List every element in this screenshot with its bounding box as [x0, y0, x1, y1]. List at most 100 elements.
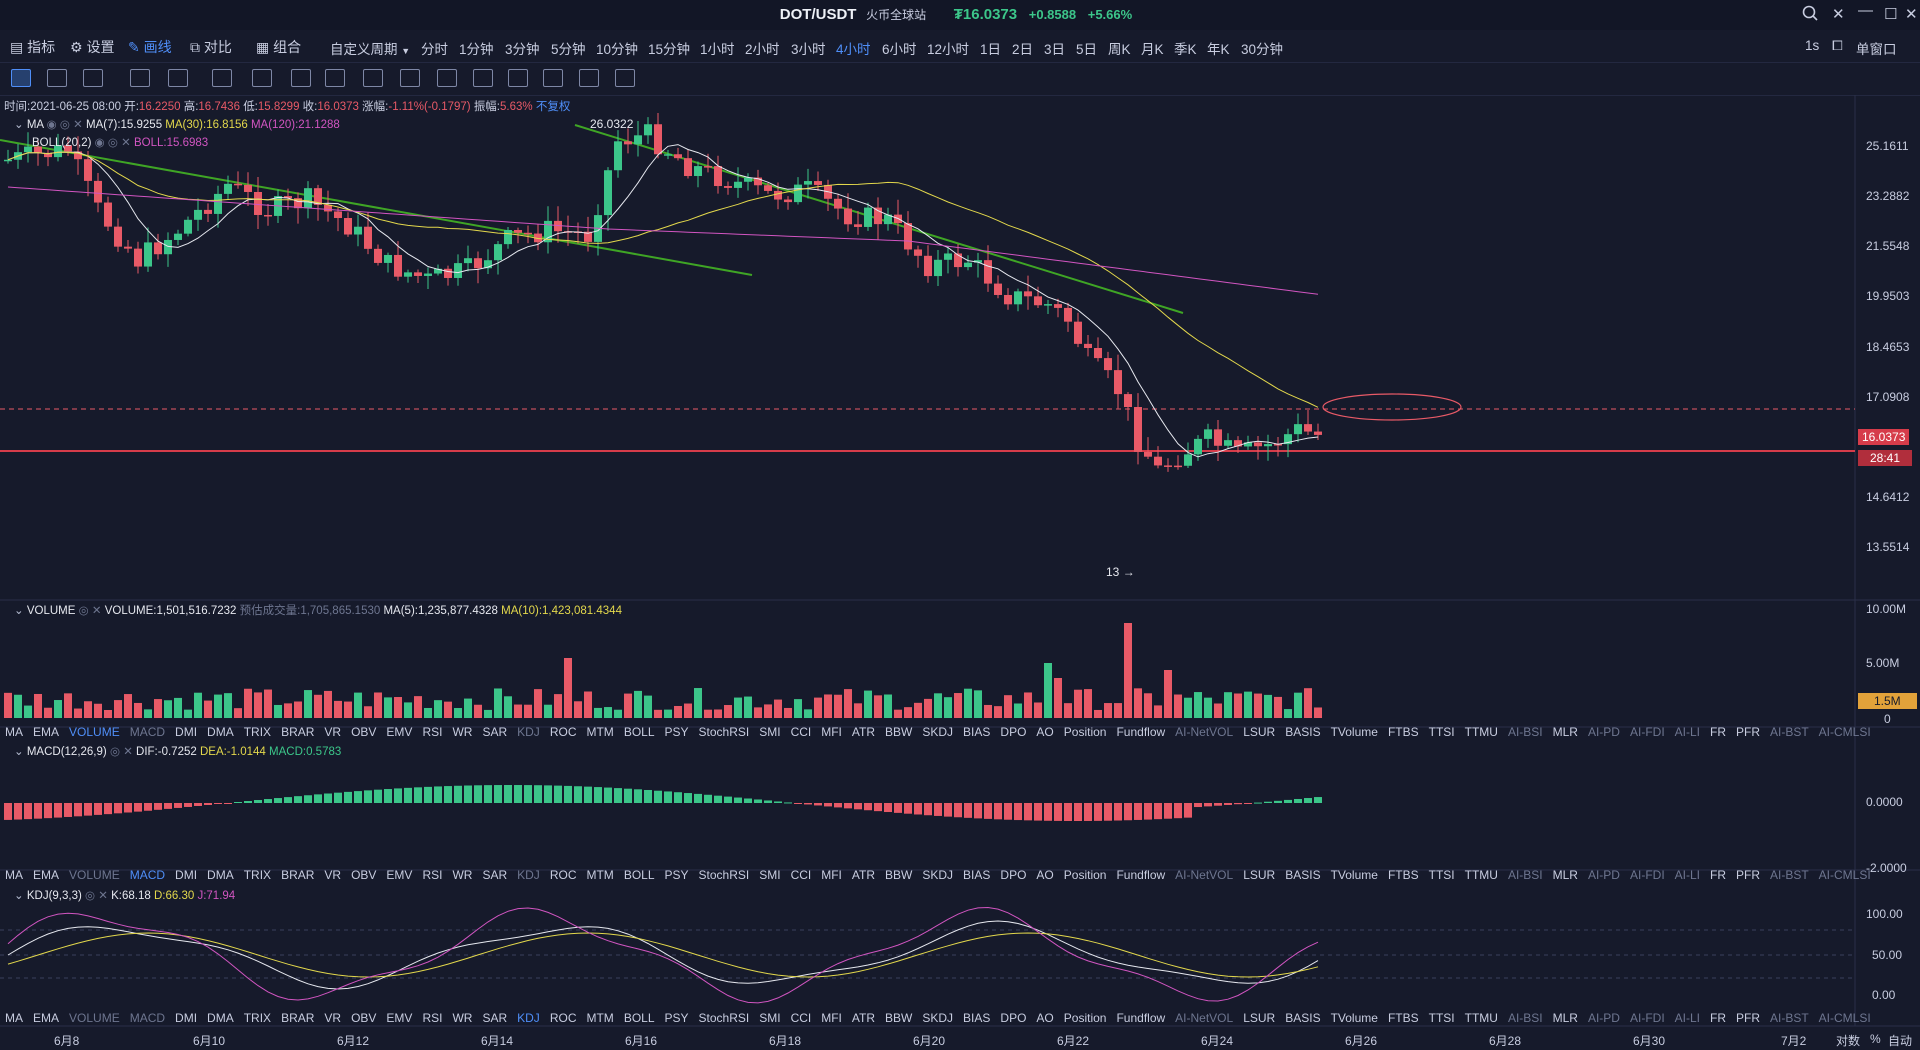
indicator-tab-ema[interactable]: EMA: [33, 868, 60, 882]
percent-scale-toggle[interactable]: %: [1870, 1032, 1881, 1046]
indicator-tab-mtm[interactable]: MTM: [586, 725, 614, 739]
log-scale-toggle[interactable]: 对数: [1836, 1034, 1861, 1048]
indicator-tab-smi[interactable]: SMI: [759, 725, 781, 739]
indicator-tab-ao[interactable]: AO: [1036, 868, 1054, 882]
indicator-tab-ma[interactable]: MA: [5, 1011, 23, 1025]
period-tab[interactable]: 1小时: [700, 42, 735, 57]
indicator-tab-ai-netvol[interactable]: AI-NetVOL: [1175, 868, 1234, 882]
indicator-tab-pfr[interactable]: PFR: [1736, 1011, 1760, 1025]
indicator-tab-cci[interactable]: CCI: [790, 725, 812, 739]
indicator-tab-vr[interactable]: VR: [324, 725, 342, 739]
period-tab[interactable]: 30分钟: [1241, 42, 1284, 57]
indicator-tab-macd[interactable]: MACD: [129, 868, 166, 882]
period-tab[interactable]: 5日: [1076, 42, 1098, 57]
indicator-tab-stochrsi[interactable]: StochRSI: [698, 868, 750, 882]
close-small-icon[interactable]: ✕: [1832, 6, 1845, 23]
indicator-tab-mfi[interactable]: MFI: [821, 725, 842, 739]
indicator-tab-ttmu[interactable]: TTMU: [1464, 1011, 1498, 1025]
indicator-tab-brar[interactable]: BRAR: [281, 868, 315, 882]
close-icon[interactable]: ✕: [123, 746, 133, 758]
indicator-tab-mfi[interactable]: MFI: [821, 868, 842, 882]
indicator-tab-fundflow[interactable]: Fundflow: [1116, 1011, 1166, 1025]
macd-name[interactable]: MACD(12,26,9): [26, 746, 107, 758]
indicator-tab-roc[interactable]: ROC: [549, 1011, 577, 1025]
indicator-tab-dma[interactable]: DMA: [207, 868, 234, 882]
rectangle-tool-icon[interactable]: [130, 69, 150, 87]
close-icon[interactable]: ✕: [98, 890, 108, 902]
indicator-tab-ai-cmlsi[interactable]: AI-CMLSI: [1818, 725, 1871, 739]
indicator-tab-bbw[interactable]: BBW: [885, 1011, 913, 1025]
collapse-icon[interactable]: ⌄: [14, 605, 24, 617]
indicator-tab-volume[interactable]: VOLUME: [69, 725, 120, 739]
indicator-tab-smi[interactable]: SMI: [759, 868, 781, 882]
indicator-tab-ai-fdi[interactable]: AI-FDI: [1629, 1011, 1665, 1025]
indicator-tab-ai-cmlsi[interactable]: AI-CMLSI: [1818, 868, 1871, 882]
indicator-tab-cci[interactable]: CCI: [790, 868, 812, 882]
indicator-tab-ai-bst[interactable]: AI-BST: [1770, 1011, 1809, 1025]
indicator-tab-macd[interactable]: MACD: [129, 725, 166, 739]
indicator-tab-pfr[interactable]: PFR: [1736, 868, 1760, 882]
indicator-tab-ai-li[interactable]: AI-LI: [1674, 725, 1700, 739]
indicator-tab-fr[interactable]: FR: [1710, 725, 1726, 739]
indicator-tab-smi[interactable]: SMI: [759, 1011, 781, 1025]
indicator-tab-volume[interactable]: VOLUME: [69, 868, 120, 882]
indicator-tab-fundflow[interactable]: Fundflow: [1116, 725, 1166, 739]
indicator-tab-position[interactable]: Position: [1063, 725, 1107, 739]
pencil-tool-icon[interactable]: [400, 69, 420, 87]
kdj-name[interactable]: KDJ(9,3,3): [26, 890, 82, 902]
indicator-tab-dmi[interactable]: DMI: [175, 725, 198, 739]
indicator-tab-wr[interactable]: WR: [452, 1011, 473, 1025]
indicator-tab-tvolume[interactable]: TVolume: [1330, 725, 1378, 739]
indicator-tab-emv[interactable]: EMV: [386, 1011, 413, 1025]
indicator-tab-volume[interactable]: VOLUME: [69, 1011, 120, 1025]
indicator-tab-ai-bst[interactable]: AI-BST: [1770, 868, 1809, 882]
indicator-tab-dma[interactable]: DMA: [207, 1011, 234, 1025]
draw-button[interactable]: ✎ 画线: [128, 39, 172, 55]
indicator-tab-dpo[interactable]: DPO: [1000, 868, 1027, 882]
indicator-tab-position[interactable]: Position: [1063, 1011, 1107, 1025]
indicator-tab-obv[interactable]: OBV: [351, 868, 377, 882]
period-tab[interactable]: 6小时: [882, 42, 917, 57]
indicator-tab-fr[interactable]: FR: [1710, 1011, 1726, 1025]
pair-name[interactable]: DOT/USDT: [779, 6, 857, 23]
indicator-tab-bias[interactable]: BIAS: [963, 1011, 991, 1025]
indicator-tab-psy[interactable]: PSY: [664, 868, 689, 882]
indicator-tab-dmi[interactable]: DMI: [175, 868, 198, 882]
indicator-tab-ttsi[interactable]: TTSI: [1428, 1011, 1455, 1025]
indicator-tab-bbw[interactable]: BBW: [885, 725, 913, 739]
copy-tool-icon[interactable]: [543, 69, 563, 87]
indicator-tab-sar[interactable]: SAR: [482, 1011, 508, 1025]
search-icon[interactable]: [1802, 5, 1818, 25]
ma-name[interactable]: MA: [26, 119, 44, 131]
indicator-tab-ttmu[interactable]: TTMU: [1464, 725, 1498, 739]
indicator-tab-basis[interactable]: BASIS: [1285, 725, 1321, 739]
indicator-tab-basis[interactable]: BASIS: [1285, 868, 1321, 882]
indicator-tab-dpo[interactable]: DPO: [1000, 725, 1027, 739]
period-tab[interactable]: 2小时: [745, 42, 780, 57]
indicator-tab-ai-li[interactable]: AI-LI: [1674, 1011, 1700, 1025]
indicator-tab-tvolume[interactable]: TVolume: [1330, 868, 1378, 882]
indicator-tab-rsi[interactable]: RSI: [422, 868, 443, 882]
period-tab[interactable]: 2日: [1012, 42, 1034, 57]
period-tab[interactable]: 1日: [980, 42, 1002, 57]
indicator-tab-boll[interactable]: BOLL: [623, 725, 655, 739]
indicator-tab-ai-li[interactable]: AI-LI: [1674, 868, 1700, 882]
indicator-tab-ftbs[interactable]: FTBS: [1387, 868, 1419, 882]
period-tab[interactable]: 月K: [1141, 42, 1164, 57]
indicator-tab-ai-bsi[interactable]: AI-BSI: [1507, 1011, 1543, 1025]
indicator-tab-boll[interactable]: BOLL: [623, 868, 655, 882]
line-tool-icon[interactable]: [47, 69, 67, 87]
eye-icon[interactable]: ◉: [94, 137, 105, 149]
measure-tool-icon[interactable]: [252, 69, 272, 87]
indicator-tab-ai-fdi[interactable]: AI-FDI: [1629, 725, 1665, 739]
indicator-tab-stochrsi[interactable]: StochRSI: [698, 725, 750, 739]
indicator-tab-ttsi[interactable]: TTSI: [1428, 868, 1455, 882]
indicator-tab-ao[interactable]: AO: [1036, 725, 1054, 739]
minimize-icon[interactable]: —: [1858, 2, 1873, 19]
indicator-tab-fundflow[interactable]: Fundflow: [1116, 868, 1166, 882]
period-tab[interactable]: 10分钟: [596, 42, 639, 57]
indicator-tab-ai-pd[interactable]: AI-PD: [1587, 868, 1620, 882]
compare-button[interactable]: ⧉ 对比: [190, 39, 232, 55]
indicator-tab-skdj[interactable]: SKDJ: [922, 725, 954, 739]
indicator-tab-psy[interactable]: PSY: [664, 725, 689, 739]
